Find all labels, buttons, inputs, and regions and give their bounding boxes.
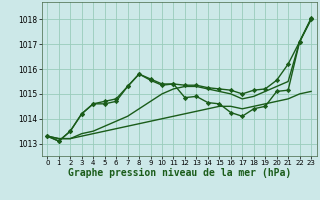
X-axis label: Graphe pression niveau de la mer (hPa): Graphe pression niveau de la mer (hPa): [68, 168, 291, 178]
